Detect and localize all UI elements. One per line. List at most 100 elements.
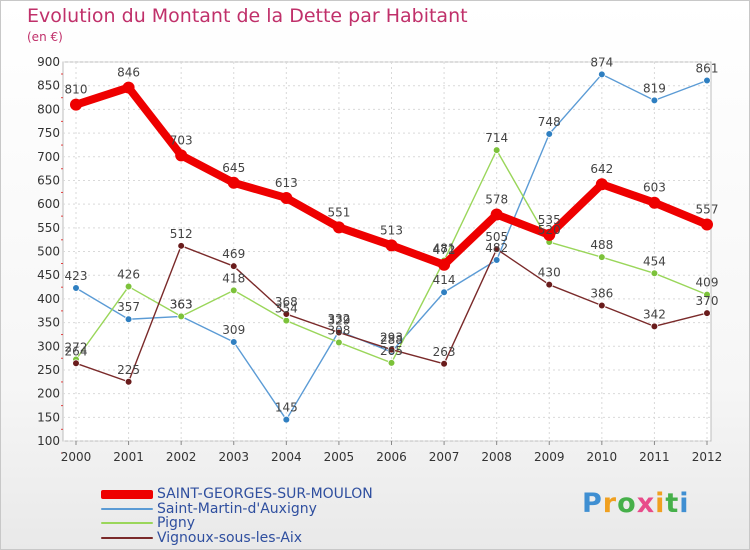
data-point: [385, 239, 398, 252]
data-point: [332, 221, 345, 234]
data-label: 342: [643, 307, 666, 321]
y-tick-label: 400: [37, 292, 60, 306]
x-tick-label: 2000: [61, 450, 92, 464]
legend-swatch: [101, 522, 153, 524]
y-tick-label: 200: [37, 387, 60, 401]
data-label: 288: [380, 333, 403, 347]
x-tick-label: 2004: [271, 450, 302, 464]
data-point: [124, 282, 133, 291]
data-label: 293: [380, 331, 403, 345]
data-point: [175, 149, 188, 162]
data-point: [438, 258, 451, 271]
x-tick-label: 2011: [639, 450, 670, 464]
legend-item-saint-georges[interactable]: SAINT-GEORGES-SUR-MOULON: [101, 486, 373, 502]
logo-letter: P: [582, 488, 603, 519]
data-label: 225: [117, 363, 140, 377]
data-label: 703: [170, 133, 193, 147]
y-tick-label: 150: [37, 410, 60, 424]
legend-item-vignoux[interactable]: Vignoux-sous-les-Aix: [101, 530, 302, 546]
data-label: 414: [433, 273, 456, 287]
x-tick-label: 2012: [692, 450, 723, 464]
x-tick-label: 2006: [376, 450, 407, 464]
logo-letter: o: [617, 488, 637, 519]
logo-letter: i: [679, 488, 690, 519]
data-label: 409: [696, 276, 719, 290]
x-tick-label: 2009: [534, 450, 565, 464]
y-tick-label: 750: [37, 126, 60, 140]
y-tick-label: 250: [37, 363, 60, 377]
data-point: [72, 359, 80, 368]
data-point: [335, 338, 343, 347]
data-label: 551: [327, 205, 350, 219]
data-point: [545, 130, 554, 138]
data-point: [72, 284, 80, 292]
x-tick-label: 2005: [324, 450, 355, 464]
data-point: [701, 218, 713, 231]
data-label-layer: 423 357 363 309 145 332 288 414 482 748 874 819 861 2…: [65, 55, 719, 414]
legend-item-saint-martin[interactable]: Saint-Martin-d'Auxigny: [101, 501, 317, 517]
data-label: 264: [65, 344, 88, 358]
data-point: [440, 288, 448, 297]
y-tick-label: 600: [37, 197, 60, 211]
data-label: 613: [275, 176, 298, 190]
grid-layer: [62, 61, 712, 442]
data-point: [122, 81, 135, 94]
y-tick-label: 500: [37, 245, 60, 259]
data-point: [650, 322, 659, 331]
data-label: 426: [117, 268, 140, 282]
data-point: [492, 245, 501, 253]
series-layer: [70, 70, 713, 424]
logo-letter: t: [665, 488, 680, 519]
data-label: 370: [696, 294, 719, 308]
data-point: [650, 269, 659, 278]
x-tick-label: 2003: [218, 450, 249, 464]
data-point: [282, 316, 291, 325]
data-point: [282, 415, 291, 424]
data-label: 603: [643, 181, 666, 195]
data-label: 874: [590, 55, 613, 69]
logo-letter: r: [602, 488, 618, 519]
data-point: [703, 290, 711, 299]
data-label: 513: [380, 223, 403, 237]
data-point: [124, 377, 133, 386]
data-point: [229, 338, 238, 346]
x-tick-label: 2007: [429, 450, 460, 464]
y-tick-label: 850: [37, 79, 60, 93]
legend-swatch: [101, 508, 153, 510]
data-label: 308: [327, 323, 350, 337]
data-point: [543, 228, 556, 241]
data-point: [177, 312, 185, 321]
data-point: [124, 315, 133, 324]
legend-item-pigny[interactable]: Pigny: [101, 515, 195, 531]
data-label: 520: [538, 223, 561, 237]
y-tick-label: 900: [37, 55, 60, 69]
data-label: 482: [485, 241, 508, 255]
data-point: [387, 359, 396, 367]
data-label: 430: [538, 266, 561, 280]
chart-title: Evolution du Montant de la Dette par Hab…: [27, 5, 468, 27]
data-point: [70, 98, 82, 111]
data-point: [703, 76, 711, 85]
data-point: [492, 146, 501, 154]
data-point: [177, 242, 185, 250]
data-label: 265: [380, 344, 403, 358]
y-tick-label: 800: [37, 102, 60, 116]
data-label: 386: [590, 287, 613, 301]
data-label: 472: [433, 243, 456, 257]
data-point: [598, 253, 606, 261]
data-label: 357: [117, 300, 140, 314]
data-label: 454: [643, 254, 666, 268]
data-label: 748: [538, 115, 561, 129]
data-point: [598, 70, 606, 79]
data-point: [492, 256, 501, 264]
data-label: 810: [65, 83, 88, 97]
y-tick-label: 650: [37, 173, 60, 187]
data-label: 557: [696, 202, 719, 216]
data-point: [650, 96, 659, 105]
data-label: 505: [485, 230, 508, 244]
data-point: [703, 309, 711, 317]
legend-label: Saint-Martin-d'Auxigny: [157, 501, 317, 517]
data-label: 354: [275, 302, 298, 316]
data-point: [280, 191, 293, 204]
data-label: 642: [590, 162, 613, 176]
